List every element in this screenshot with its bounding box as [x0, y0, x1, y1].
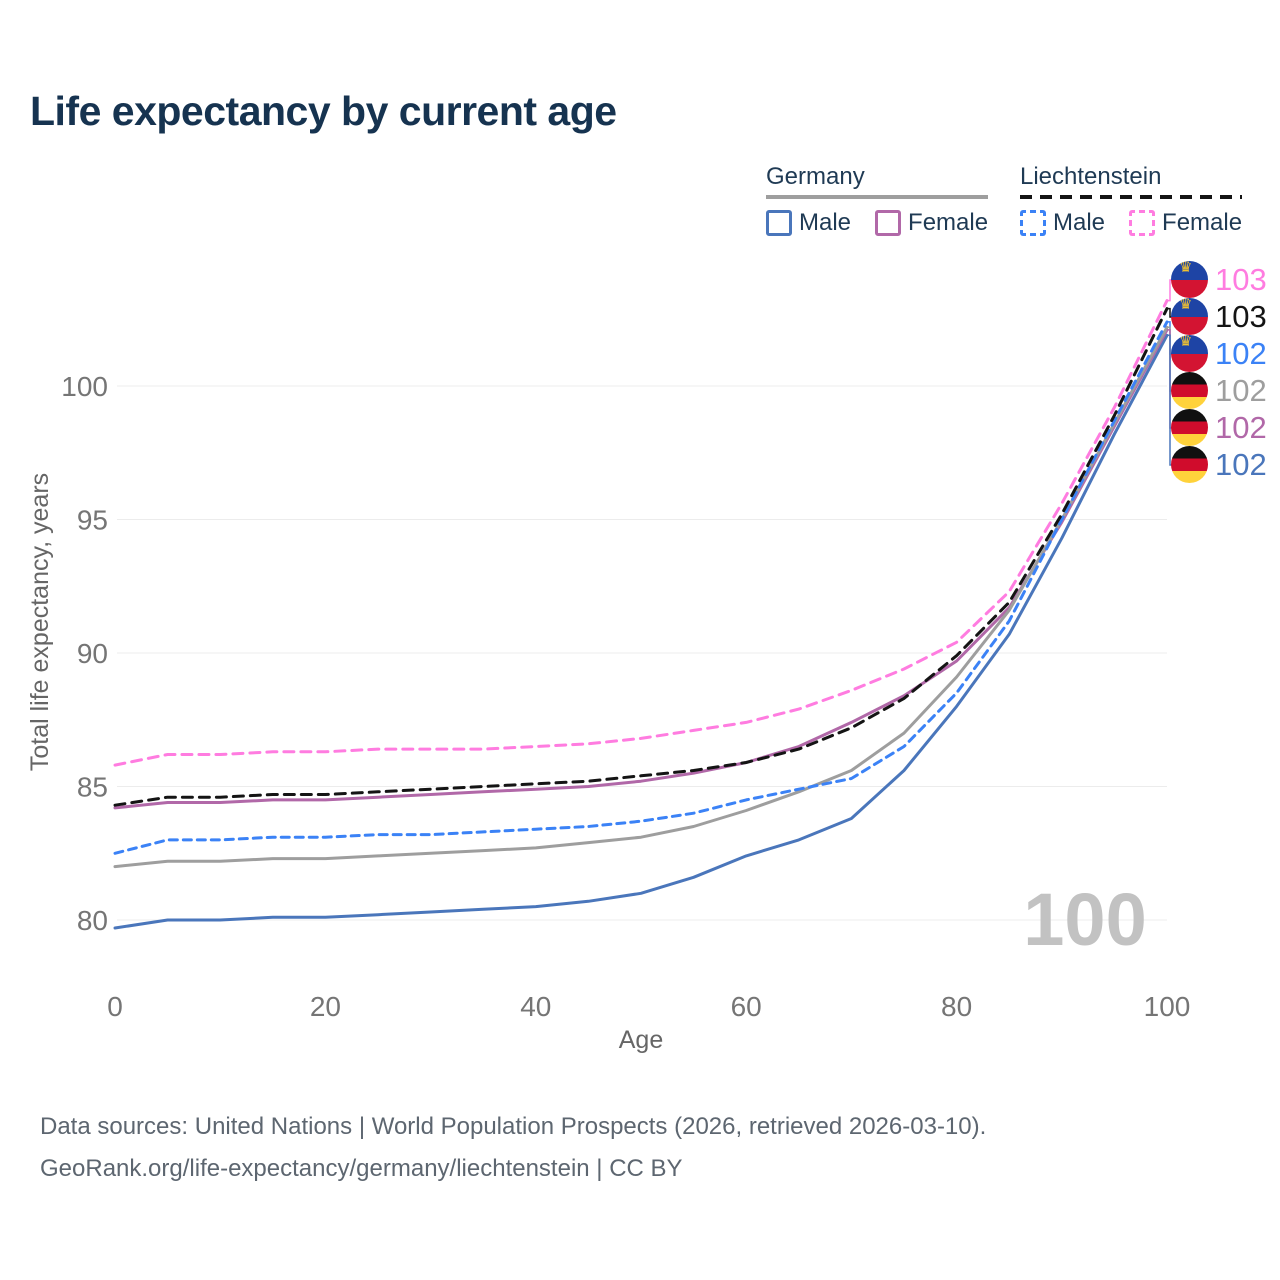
svg-text:85: 85 [77, 772, 108, 803]
germany-flag-icon [1171, 409, 1208, 446]
legend-group-germany: Germany Male Female [766, 163, 989, 237]
germany-flag-icon [1171, 446, 1208, 483]
legend-label: Female [908, 209, 989, 236]
svg-text:100: 100 [1144, 991, 1191, 1022]
svg-text:20: 20 [310, 991, 341, 1022]
end-value-label: 103 [1215, 261, 1267, 297]
end-label-row: 103 [1171, 298, 1267, 335]
legend-group-liechtenstein: Liechtenstein Male Female [1020, 163, 1243, 237]
footer-line-2: GeoRank.org/life-expectancy/germany/liec… [40, 1155, 683, 1182]
liechtenstein-flag-icon [1171, 261, 1208, 298]
legend-germany-title[interactable]: Germany [766, 163, 865, 190]
germany-line-style-swatch [766, 195, 989, 199]
svg-text:60: 60 [731, 991, 762, 1022]
svg-text:95: 95 [77, 505, 108, 536]
legend-germany-female[interactable]: Female [875, 209, 988, 237]
legend-germany-male[interactable]: Male [766, 209, 851, 237]
svg-text:40: 40 [520, 991, 551, 1022]
legend-label: Male [799, 209, 852, 236]
svg-text:Age: Age [619, 1026, 663, 1054]
footer-line-1: Data sources: United Nations | World Pop… [40, 1113, 987, 1140]
svg-text:90: 90 [77, 638, 108, 669]
liechtenstein-female-checkbox[interactable] [1129, 210, 1156, 236]
legend-liechtenstein-female[interactable]: Female [1129, 209, 1242, 237]
end-label-row: 102 [1171, 335, 1267, 372]
liechtenstein-male-checkbox[interactable] [1020, 210, 1046, 236]
data-sources-footer: Data sources: United Nations | World Pop… [40, 1106, 986, 1190]
end-label-row: 102 [1171, 372, 1267, 409]
end-label-row: 102 [1171, 446, 1267, 483]
end-value-label: 103 [1215, 298, 1267, 334]
svg-text:100: 100 [1023, 878, 1146, 961]
germany-male-checkbox[interactable] [766, 210, 792, 236]
svg-text:80: 80 [77, 905, 108, 936]
end-value-label: 102 [1215, 409, 1267, 445]
svg-text:0: 0 [107, 991, 123, 1022]
legend-label: Female [1162, 209, 1243, 236]
liechtenstein-flag-icon [1171, 335, 1208, 372]
legend-liechtenstein-male[interactable]: Male [1020, 209, 1105, 237]
end-value-label: 102 [1215, 335, 1267, 371]
svg-text:Total life expectancy, years: Total life expectancy, years [26, 473, 54, 771]
end-label-row: 103 [1171, 261, 1267, 298]
germany-female-checkbox[interactable] [875, 210, 902, 236]
legend-label: Male [1053, 209, 1106, 236]
page-title: Life expectancy by current age [30, 88, 617, 134]
svg-text:80: 80 [941, 991, 972, 1022]
liechtenstein-line-style-swatch [1020, 195, 1243, 199]
liechtenstein-flag-icon [1171, 298, 1208, 335]
end-value-labels: 103 103 102 102 102 102 [1171, 261, 1267, 483]
svg-text:100: 100 [61, 371, 108, 402]
legend-liechtenstein-title[interactable]: Liechtenstein [1020, 163, 1162, 190]
germany-flag-icon [1171, 372, 1208, 409]
end-value-label: 102 [1215, 446, 1267, 482]
end-value-label: 102 [1215, 372, 1267, 408]
end-label-row: 102 [1171, 409, 1267, 446]
